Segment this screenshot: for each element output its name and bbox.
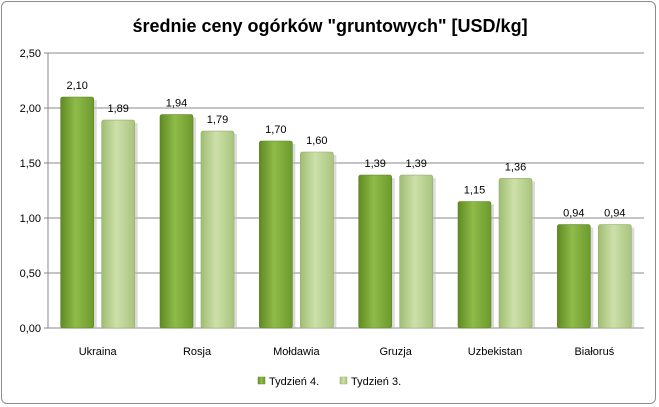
y-tick-label: 2,50 bbox=[20, 48, 41, 60]
data-label: 1,94 bbox=[166, 98, 187, 110]
data-labels: 2,10 1,89 1,94 1,79 1,70 1,60 1,39 1,39 1,15 1,36… bbox=[66, 80, 625, 220]
category-label: Uzbekistan bbox=[468, 346, 522, 358]
category-label: Mołdawia bbox=[273, 346, 320, 358]
bar bbox=[159, 114, 194, 329]
y-tick-label: 0,50 bbox=[20, 268, 41, 280]
legend: Tydzień 4. Tydzień 3. bbox=[257, 376, 401, 388]
data-label: 1,39 bbox=[405, 158, 426, 170]
legend-label-tydzien-4: Tydzień 4. bbox=[269, 376, 319, 388]
bar bbox=[399, 174, 433, 329]
chart-title: średnie ceny ogórków "gruntowych" [USD/k… bbox=[132, 16, 527, 36]
legend-swatch-tydzien-4 bbox=[257, 376, 266, 385]
bar bbox=[457, 201, 492, 329]
bar bbox=[300, 151, 334, 329]
bar bbox=[200, 130, 235, 329]
legend-label-tydzien-3: Tydzień 3. bbox=[351, 376, 401, 388]
data-label: 1,79 bbox=[207, 114, 228, 126]
category-label: Rosja bbox=[183, 346, 212, 358]
category-label: Białoruś bbox=[574, 346, 614, 358]
y-tick-label: 1,00 bbox=[20, 213, 41, 225]
bar bbox=[358, 174, 392, 329]
data-label: 1,60 bbox=[306, 135, 327, 147]
y-tick-label: 1,50 bbox=[20, 158, 41, 170]
data-label: 1,39 bbox=[364, 158, 385, 170]
y-tick-label: 0,00 bbox=[20, 323, 41, 335]
bar bbox=[598, 224, 632, 329]
data-label: 1,89 bbox=[107, 103, 128, 115]
bar bbox=[557, 224, 591, 329]
y-tick-label: 2,00 bbox=[20, 103, 41, 115]
bar bbox=[259, 140, 293, 329]
data-label: 1,36 bbox=[505, 161, 526, 173]
bar bbox=[60, 96, 94, 329]
data-label: 2,10 bbox=[66, 80, 87, 92]
data-label: 1,70 bbox=[265, 124, 286, 136]
y-axis: 0,00 0,50 1,00 1,50 2,00 2,50 bbox=[20, 48, 49, 335]
category-label: Gruzja bbox=[379, 346, 412, 358]
data-label: 0,94 bbox=[563, 208, 584, 220]
legend-swatch-tydzien-3 bbox=[339, 376, 348, 385]
bars bbox=[60, 96, 635, 329]
data-label: 0,94 bbox=[604, 208, 625, 220]
x-axis: Ukraina Rosja Mołdawia Gruzja Uzbekistan Biał… bbox=[79, 346, 615, 358]
grid bbox=[48, 52, 644, 329]
category-label: Ukraina bbox=[79, 346, 118, 358]
bar bbox=[101, 119, 135, 329]
data-label: 1,15 bbox=[464, 185, 485, 197]
bar bbox=[498, 178, 533, 329]
